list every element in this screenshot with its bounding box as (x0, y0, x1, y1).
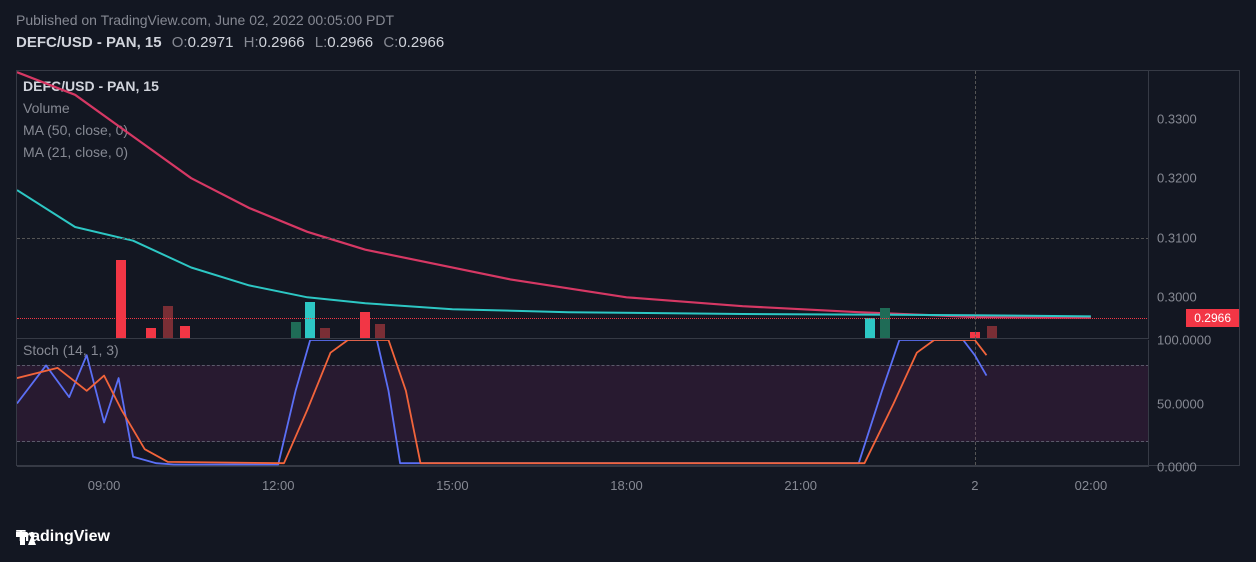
volume-bar (180, 326, 190, 338)
symbol-label: DEFC/USD - PAN, 15 (16, 34, 162, 51)
published-line: Published on TradingView.com, June 02, 2… (16, 12, 1240, 28)
tradingview-footer: TradingView (16, 528, 110, 546)
xaxis-tick: 12:00 (262, 478, 295, 493)
xaxis-tick: 09:00 (88, 478, 121, 493)
volume-bar (360, 312, 370, 338)
volume-bar (375, 324, 385, 338)
xaxis-tick: 21:00 (784, 478, 817, 493)
open-key: O: (172, 34, 188, 51)
volume-bar (305, 302, 315, 338)
xaxis-tick: 02:00 (1075, 478, 1108, 493)
xaxis-tick: 2 (971, 478, 978, 493)
current-price-badge: 0.2966 (1186, 309, 1239, 327)
stoch-ytick: 50.0000 (1157, 396, 1204, 411)
volume-bar (146, 328, 156, 338)
tradingview-logo-icon (16, 528, 36, 548)
close-key: C: (383, 34, 398, 51)
price-ytick: 0.3000 (1157, 290, 1197, 305)
high-val: 0.2966 (259, 34, 305, 51)
price-ytick: 0.3100 (1157, 230, 1197, 245)
close-val: 0.2966 (398, 34, 444, 51)
stoch-ytick: 100.0000 (1157, 333, 1211, 348)
volume-bar (987, 326, 997, 338)
crosshair-horizontal (17, 238, 1149, 239)
volume-bar (291, 322, 301, 338)
high-key: H: (244, 34, 259, 51)
price-ytick: 0.3300 (1157, 111, 1197, 126)
chart-header: Published on TradingView.com, June 02, 2… (0, 0, 1256, 57)
open-val: 0.2971 (188, 34, 234, 51)
volume-bar (163, 306, 173, 338)
stoch-panel[interactable]: Stoch (14, 1, 3) (17, 340, 1149, 467)
price-panel[interactable]: DEFC/USD - PAN, 15 Volume MA (50, close,… (17, 71, 1149, 339)
price-yaxis: 0.2966 0.3300 0.3200 0.3100 0.3000 (1148, 71, 1239, 339)
volume-bar (880, 308, 890, 338)
ohlc-line: DEFC/USD - PAN, 15 O:0.2971 H:0.2966 L:0… (16, 34, 1240, 51)
stoch-yaxis: 100.000050.00000.0000 (1148, 340, 1239, 467)
price-ytick: 0.3200 (1157, 171, 1197, 186)
current-price-line (17, 318, 1149, 319)
chart-area[interactable]: DEFC/USD - PAN, 15 Volume MA (50, close,… (16, 70, 1240, 466)
low-key: L: (315, 34, 328, 51)
stoch-plot-svg (17, 340, 1149, 467)
price-plot-svg (17, 71, 1149, 339)
volume-bar (865, 318, 875, 338)
xaxis-tick: 18:00 (610, 478, 643, 493)
volume-bar (116, 260, 126, 338)
volume-bar (320, 328, 330, 338)
low-val: 0.2966 (327, 34, 373, 51)
xaxis-tick: 15:00 (436, 478, 469, 493)
stoch-ytick: 0.0000 (1157, 460, 1197, 475)
